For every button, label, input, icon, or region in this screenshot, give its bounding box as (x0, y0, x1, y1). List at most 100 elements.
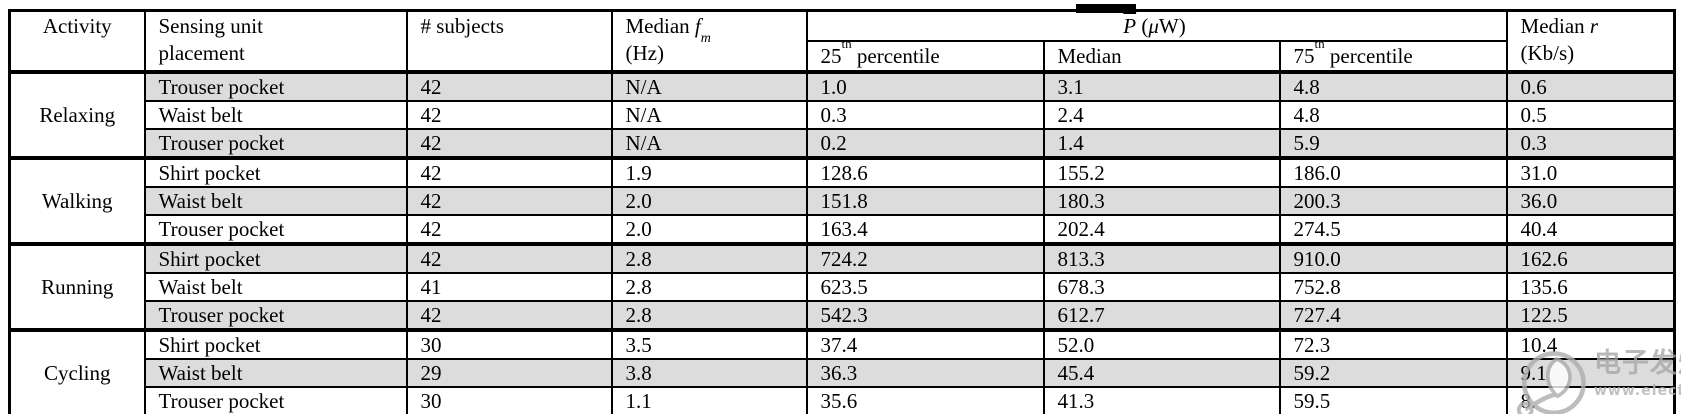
rate-cell: 122.5 (1505, 300, 1676, 331)
subjects-cell: 42 (405, 186, 613, 216)
p75-cell: 72.3 (1278, 328, 1508, 360)
rate-cell: 10.4 (1505, 328, 1676, 360)
p75-cell: 274.5 (1278, 214, 1508, 245)
p25-cell: 724.2 (805, 242, 1045, 274)
subjects-cell: 42 (405, 242, 613, 274)
p75-cell: 5.9 (1278, 128, 1508, 159)
p75-cell: 59.5 (1278, 386, 1508, 414)
header-subjects: # subjects (405, 9, 613, 73)
p-bar-symbol: P (1123, 14, 1137, 38)
subjects-cell: 42 (405, 128, 613, 159)
table-row: Running Shirt pocket 42 2.8 724.2 813.3 … (8, 242, 1676, 331)
rate-cell: 0.5 (1505, 100, 1676, 130)
fm-cell: 2.8 (610, 242, 808, 274)
placement-cell: Waist belt (143, 186, 408, 216)
rate-cell: 0.6 (1505, 70, 1676, 102)
median-cell: 155.2 (1042, 156, 1281, 188)
fm-cell: 1.1 (610, 386, 808, 414)
header-median-rate-line1: Median r (1520, 14, 1599, 38)
header-placement-line1: Sensing unit (158, 14, 263, 38)
placement-cell: Waist belt (143, 358, 408, 388)
subjects-cell: 41 (405, 272, 613, 302)
table-row: Trouser pocket 42 N/A 0.2 1.4 5.9 0.3 (10, 128, 1676, 159)
r-symbol: r (1589, 14, 1599, 38)
fm-cell: 3.8 (610, 358, 808, 388)
scan-artifact-mark (1076, 4, 1136, 13)
p25-cell: 1.0 (805, 70, 1045, 102)
placement-cell: Shirt pocket (143, 242, 408, 274)
activity-cell-walking: Walking (8, 156, 146, 245)
p25-cell: 0.3 (805, 100, 1045, 130)
median-cell: 180.3 (1042, 186, 1281, 216)
median-cell: 41.3 (1042, 386, 1281, 414)
p25-cell: 623.5 (805, 272, 1045, 302)
fm-cell: 2.0 (610, 214, 808, 245)
header-median-fm: Median fm (Hz) (610, 9, 808, 73)
subjects-cell: 42 (405, 70, 613, 102)
median-cell: 612.7 (1042, 300, 1281, 331)
p25-cell: 0.2 (805, 128, 1045, 159)
header-row-1: Activity Sensing unit placement # subjec… (8, 9, 1676, 73)
median-cell: 52.0 (1042, 328, 1281, 360)
p25-cell: 151.8 (805, 186, 1045, 216)
subjects-cell: 42 (405, 100, 613, 130)
header-mean-power: P (μW) (805, 9, 1508, 42)
table-row: Trouser pocket 42 2.0 163.4 202.4 274.5 … (10, 214, 1676, 245)
p25-cell: 37.4 (805, 328, 1045, 360)
header-median: Median (1042, 40, 1281, 73)
rate-cell: 0.3 (1505, 128, 1676, 159)
ordinal-25: th (841, 41, 852, 51)
fm-cell: N/A (610, 100, 808, 130)
subjects-cell: 42 (405, 300, 613, 331)
fm-cell: 2.8 (610, 272, 808, 302)
table-row: Waist belt 29 3.8 36.3 45.4 59.2 9.1 (10, 358, 1676, 388)
placement-cell: Trouser pocket (143, 214, 408, 245)
fm-cell: N/A (610, 70, 808, 102)
placement-cell: Trouser pocket (143, 300, 408, 331)
placement-cell: Shirt pocket (143, 328, 408, 360)
fm-cell: 1.9 (610, 156, 808, 188)
subjects-cell: 30 (405, 386, 613, 414)
table-row: Waist belt 41 2.8 623.5 678.3 752.8 135.… (10, 272, 1676, 302)
header-25th-percentile: 25th percentile (805, 40, 1045, 73)
fm-symbol: f (694, 14, 701, 38)
mu-symbol: μ (1148, 14, 1159, 38)
p75-cell: 200.3 (1278, 186, 1508, 216)
p75-cell: 910.0 (1278, 242, 1508, 274)
placement-cell: Trouser pocket (143, 386, 408, 414)
median-cell: 678.3 (1042, 272, 1281, 302)
p75-cell: 59.2 (1278, 358, 1508, 388)
table-row: Cycling Shirt pocket 30 3.5 37.4 52.0 72… (8, 328, 1676, 414)
median-cell: 1.4 (1042, 128, 1281, 159)
subjects-cell: 42 (405, 156, 613, 188)
table-row: Trouser pocket 30 1.1 35.6 41.3 59.5 8. (10, 386, 1676, 414)
p75-cell: 186.0 (1278, 156, 1508, 188)
rate-cell: 36.0 (1505, 186, 1676, 216)
rate-cell: 40.4 (1505, 214, 1676, 245)
fm-cell: 2.0 (610, 186, 808, 216)
rate-cell: 9.1 (1505, 358, 1676, 388)
header-activity: Activity (8, 9, 146, 73)
ordinal-75: th (1314, 41, 1325, 51)
p75-cell: 727.4 (1278, 300, 1508, 331)
median-cell: 2.4 (1042, 100, 1281, 130)
p75-cell: 4.8 (1278, 70, 1508, 102)
activity-cell-cycling: Cycling (8, 328, 146, 414)
p75-cell: 4.8 (1278, 100, 1508, 130)
fm-cell: N/A (610, 128, 808, 159)
results-table: Activity Sensing unit placement # subjec… (8, 9, 1677, 414)
subjects-cell: 30 (405, 328, 613, 360)
header-median-fm-line2: (Hz) (625, 41, 664, 65)
header-median-rate: Median r (Kb/s) (1505, 9, 1676, 73)
p25-cell: 163.4 (805, 214, 1045, 245)
rate-cell: 162.6 (1505, 242, 1676, 274)
p25-cell: 542.3 (805, 300, 1045, 331)
fm-cell: 3.5 (610, 328, 808, 360)
median-cell: 202.4 (1042, 214, 1281, 245)
activity-cell-relaxing: Relaxing (8, 70, 146, 159)
fm-cell: 2.8 (610, 300, 808, 331)
header-median-fm-line1: Median fm (625, 14, 711, 47)
rate-cell: 135.6 (1505, 272, 1676, 302)
subjects-cell: 42 (405, 214, 613, 245)
subjects-cell: 29 (405, 358, 613, 388)
